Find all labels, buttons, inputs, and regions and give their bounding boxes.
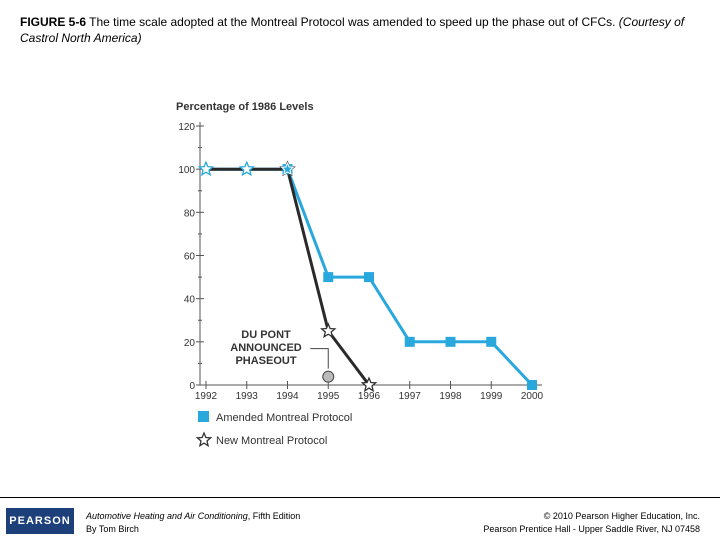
caption-text: The time scale adopted at the Montreal P… bbox=[86, 15, 619, 29]
legend-swatch-star bbox=[195, 431, 213, 448]
book-edition: , Fifth Edition bbox=[247, 511, 301, 521]
data-point-square bbox=[486, 336, 497, 347]
y-tick-label: 80 bbox=[184, 208, 196, 219]
copyright-block: © 2010 Pearson Higher Education, Inc. Pe… bbox=[483, 510, 700, 536]
data-point-star bbox=[280, 161, 295, 176]
data-point-star bbox=[197, 160, 215, 177]
copyright-text: © 2010 Pearson Higher Education, Inc. bbox=[543, 511, 700, 521]
y-tick-label: 40 bbox=[184, 295, 196, 306]
x-tick-label: 1997 bbox=[399, 391, 422, 402]
annotation-marker bbox=[322, 370, 335, 383]
legend-swatch-square bbox=[198, 411, 209, 422]
x-tick-label: 1993 bbox=[236, 391, 259, 402]
x-tick-label: 2000 bbox=[521, 391, 544, 402]
data-point-square bbox=[404, 336, 415, 347]
figure-caption: FIGURE 5-6 The time scale adopted at the… bbox=[20, 14, 700, 46]
book-title: Automotive Heating and Air Conditioning bbox=[86, 511, 248, 521]
x-tick-label: 1994 bbox=[276, 391, 299, 402]
figure-label: FIGURE 5-6 bbox=[20, 15, 87, 29]
y-tick-label: 20 bbox=[184, 338, 196, 349]
publisher-address: Pearson Prentice Hall - Upper Saddle Riv… bbox=[483, 524, 700, 534]
footer-divider bbox=[0, 497, 720, 498]
data-point-square bbox=[282, 164, 293, 175]
data-point-square bbox=[527, 380, 537, 390]
x-tick-label: 1998 bbox=[439, 391, 462, 402]
y-tick-label: 100 bbox=[178, 165, 195, 176]
y-tick-label: 120 bbox=[178, 122, 195, 133]
x-tick-label: 1996 bbox=[358, 391, 381, 402]
line-chart: Percentage of 1986 Levels 0 20 40 60 80 100 120… bbox=[176, 101, 544, 448]
legend-label-new: New Montreal Protocol bbox=[216, 435, 327, 447]
annotation-leader bbox=[310, 348, 329, 369]
x-tick-label: 1995 bbox=[317, 391, 340, 402]
x-tick-label: 1999 bbox=[480, 391, 503, 402]
book-author: By Tom Birch bbox=[86, 524, 139, 534]
data-point-square bbox=[445, 336, 456, 347]
data-point-star bbox=[319, 322, 337, 339]
annotation-label: DU PONT ANNOUNCED PHASEOUT bbox=[230, 329, 302, 367]
legend-label-amended: Amended Montreal Protocol bbox=[216, 412, 352, 424]
y-tick-label: 0 bbox=[189, 381, 195, 392]
publisher-logo: PEARSON bbox=[6, 508, 74, 534]
x-tick-label: 1992 bbox=[195, 391, 218, 402]
data-point-star bbox=[360, 376, 378, 393]
caption-courtesy: (Courtesy of Castrol North America) bbox=[20, 15, 685, 45]
data-point-square bbox=[364, 272, 374, 283]
chart-title: Percentage of 1986 Levels bbox=[176, 101, 314, 113]
book-credit: Automotive Heating and Air Conditioning,… bbox=[86, 510, 300, 536]
y-tick-label: 60 bbox=[184, 252, 196, 263]
data-point-star bbox=[238, 160, 256, 177]
data-point-square bbox=[323, 272, 334, 283]
